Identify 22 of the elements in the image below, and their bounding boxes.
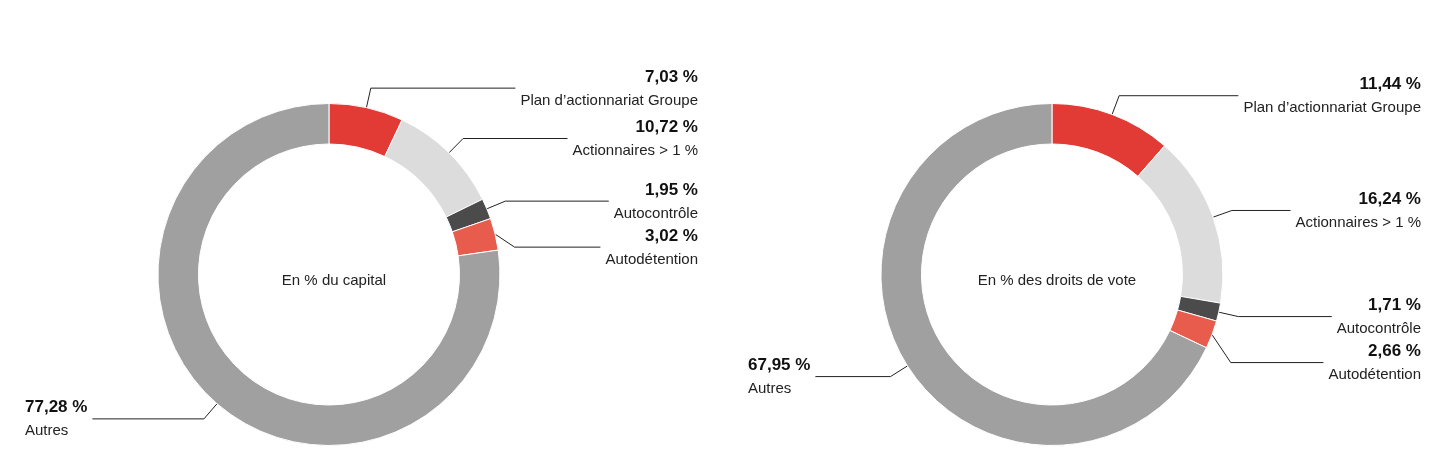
data-label: 16,24 %	[1358, 188, 1421, 208]
slice-label: Actionnaires > 1 %	[572, 141, 698, 159]
slice-label: Plan d’actionnariat Groupe	[520, 90, 698, 108]
data-label: 11,44 %	[1359, 74, 1421, 94]
slice-label: Autodétention	[605, 249, 698, 267]
slice-label: Autres	[25, 421, 69, 439]
data-label: 67,95 %	[748, 355, 811, 375]
data-label: 2,66 %	[1368, 341, 1421, 361]
data-label: 1,95 %	[645, 179, 698, 199]
data-label: 77,28 %	[25, 397, 88, 417]
slice-label: Autocontrôle	[1336, 319, 1421, 337]
slice-label: Actionnaires > 1 %	[1295, 212, 1421, 230]
data-label: 10,72 %	[635, 117, 698, 137]
slice-label: Autres	[748, 379, 792, 397]
text: En % des droits de vote	[977, 271, 1137, 288]
text: En % du capital	[281, 271, 387, 288]
slice-label: Autodétention	[1328, 365, 1421, 383]
slice-label: Plan d’actionnariat Groupe	[1243, 98, 1421, 116]
slice-label: Autocontrôle	[613, 203, 698, 221]
data-label: 3,02 %	[645, 225, 698, 245]
data-label: 7,03 %	[645, 66, 698, 86]
data-label: 1,71 %	[1368, 295, 1421, 315]
